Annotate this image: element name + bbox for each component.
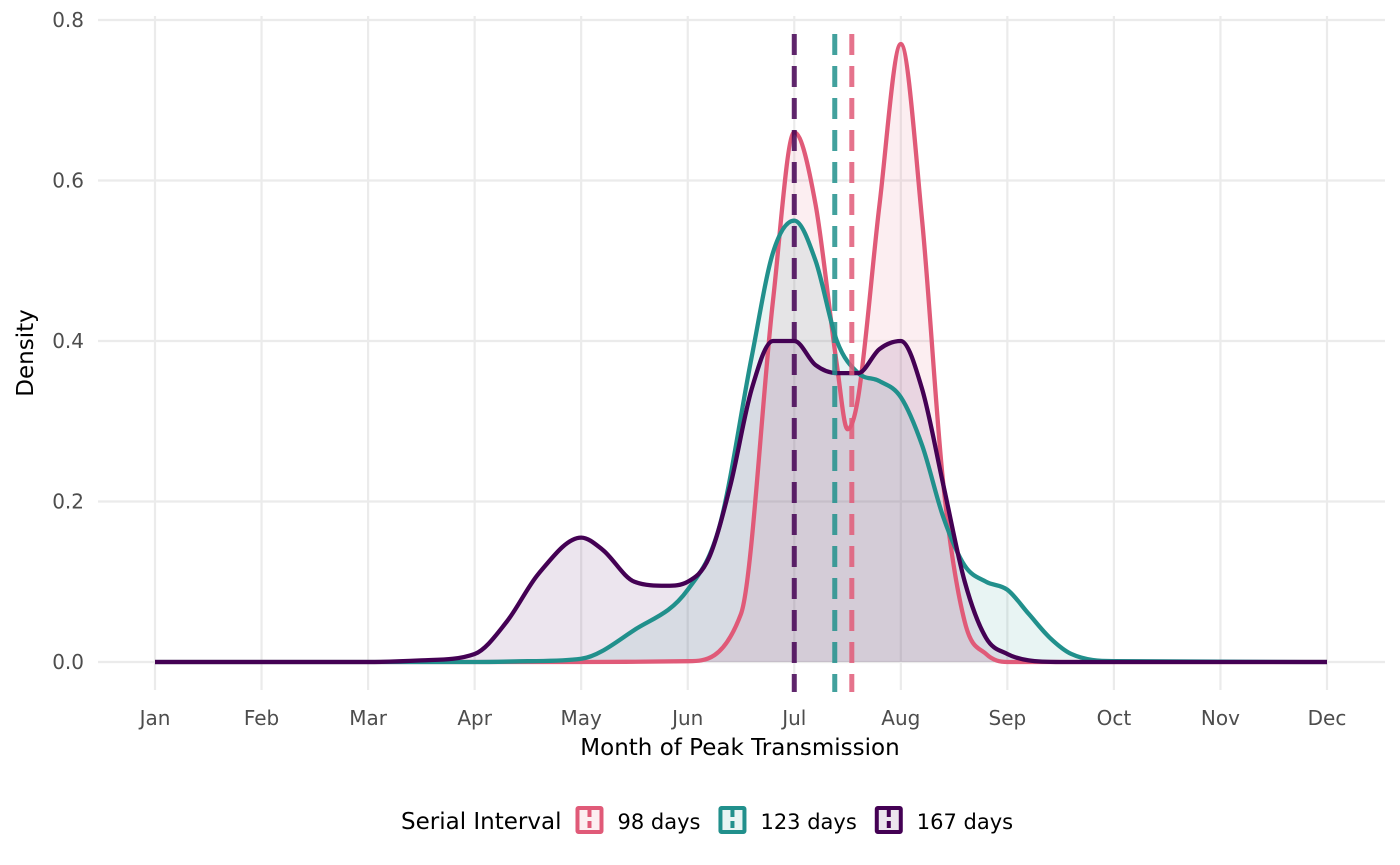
y-tick-label: 0.0 [52,650,84,674]
mean-lines [791,34,855,692]
y-axis-ticks: 0.0 0.2 0.4 0.6 0.8 [52,8,84,674]
x-axis-title: Month of Peak Transmission [580,735,899,761]
grid [98,16,1385,690]
density-line-2 [155,338,1327,665]
legend-item-1: 123 days [718,806,857,834]
y-tick-label: 0.4 [52,329,84,353]
y-tick-label: 0.8 [52,8,84,32]
x-tick-label: May [561,706,603,730]
x-axis-ticks: Jan Feb Mar Apr May Jun Jul Aug Sep Oct Nov Dec [138,706,1347,730]
x-tick-label: Dec [1308,706,1347,730]
x-tick-label: Jun [670,706,703,730]
y-tick-label: 0.2 [52,490,84,514]
legend-title: Serial Interval [401,809,561,835]
legend: Serial Interval 98 days 123 days 167 days [401,806,1013,835]
density-line-1 [155,218,1328,665]
legend-label-0: 98 days [617,810,700,834]
x-tick-label: Feb [244,706,279,730]
x-tick-label: Jul [780,706,806,730]
legend-item-2: 167 days [874,806,1013,834]
y-axis-title: Density [13,309,39,396]
x-tick-label: Sep [989,706,1027,730]
x-tick-label: Jan [138,706,171,730]
legend-label-1: 123 days [760,810,856,834]
x-tick-label: Aug [881,706,920,730]
x-tick-label: Apr [457,706,492,730]
legend-label-2: 167 days [917,810,1013,834]
legend-key-0 [575,806,604,834]
x-tick-label: Mar [349,706,388,730]
density-area-2 [155,341,1327,662]
legend-key-2 [874,806,903,834]
x-tick-label: Nov [1201,706,1240,730]
legend-key-1 [718,806,747,834]
x-tick-label: Oct [1097,706,1132,730]
y-tick-label: 0.6 [52,169,84,193]
legend-item-0: 98 days [575,806,700,834]
density-fills [155,44,1327,662]
